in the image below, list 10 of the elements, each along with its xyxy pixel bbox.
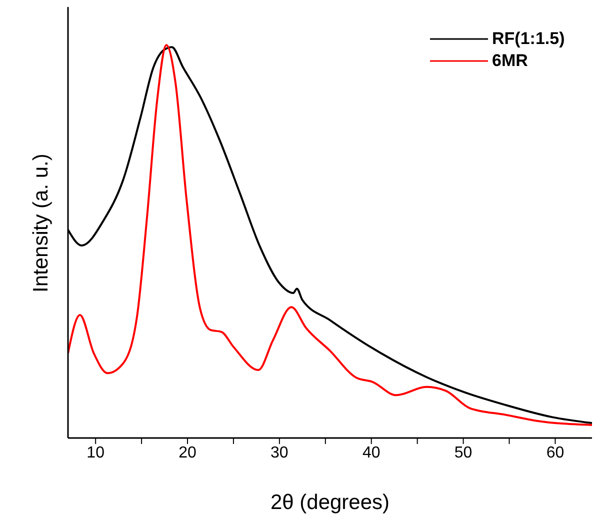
x-tick-label: 30 — [270, 444, 288, 462]
legend-label: RF(1:1.5) — [492, 29, 565, 49]
x-tick-label: 10 — [86, 444, 105, 462]
x-tick-label: 20 — [178, 444, 197, 462]
legend-label: 6MR — [492, 51, 528, 71]
x-tick-label: 60 — [546, 444, 564, 462]
x-tick-label: 40 — [362, 444, 380, 462]
x-tick-label: 50 — [454, 444, 472, 462]
y-axis-title: Intensity (a. u.) — [29, 154, 52, 292]
x-axis-title: 2θ (degrees) — [270, 491, 390, 514]
